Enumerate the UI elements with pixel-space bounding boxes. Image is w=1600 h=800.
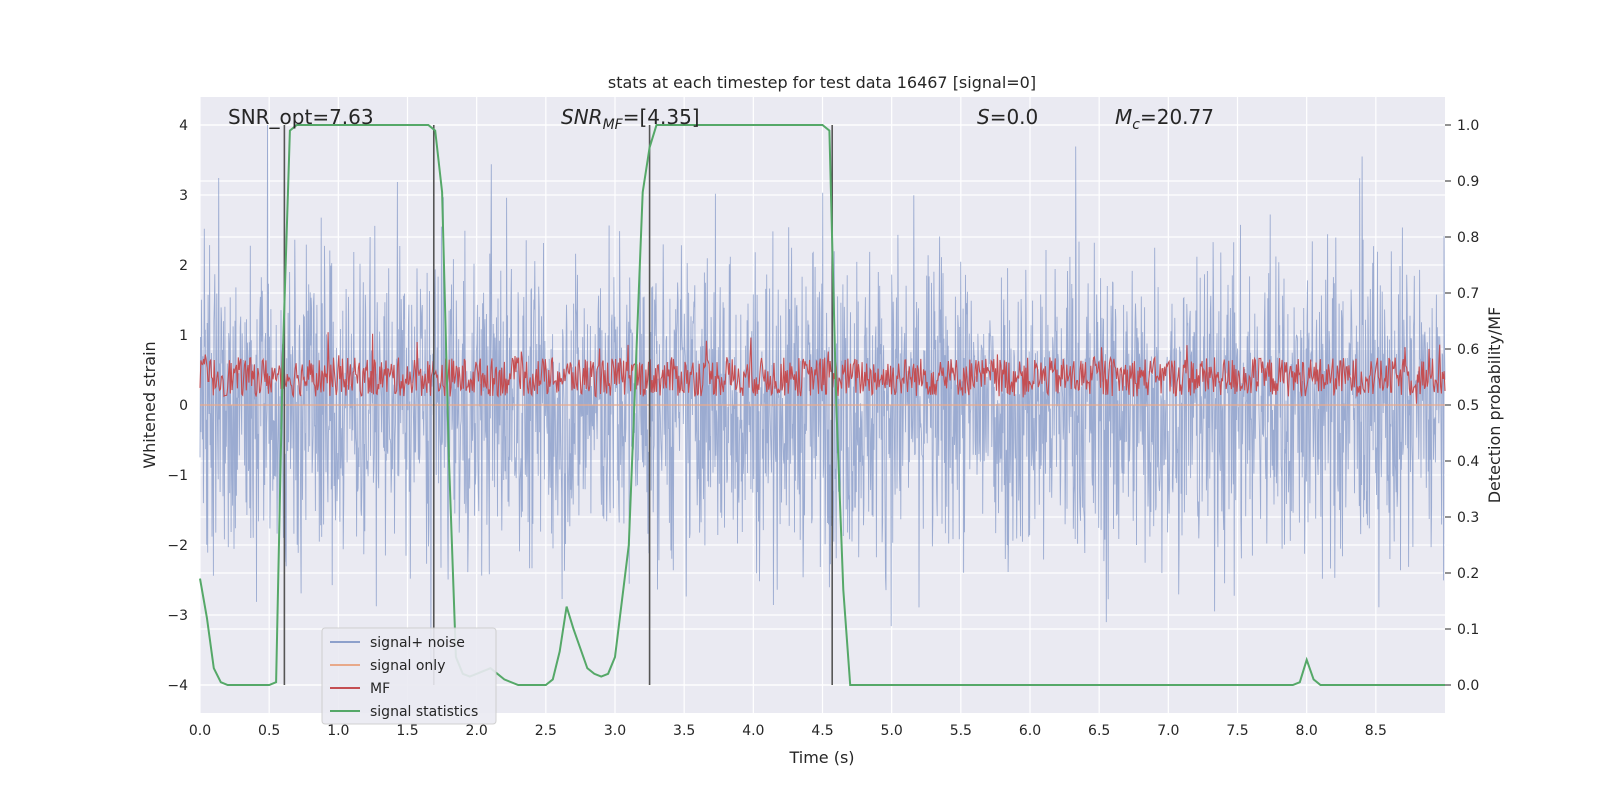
detection-markers — [283, 125, 833, 685]
mf-series — [199, 332, 1446, 404]
x-tick-label-17: 8.5 — [1365, 723, 1387, 739]
x-tick-label-0: 0.0 — [189, 723, 211, 739]
y-right-axis-ticks: 0.0 0.1 0.2 0.3 0.4 0.5 0.6 0.7 0.8 0.9 1.0 — [1445, 118, 1479, 694]
y-left-tick-label-3: −1 — [167, 468, 188, 484]
x-axis-ticks: 0.0 0.5 1.0 1.5 2.0 2.5 3.0 3.5 4.0 4.5 5.0 5.5 6.0 6… — [189, 723, 1387, 739]
y-left-tick-label-5: 1 — [179, 328, 188, 344]
y-right-tick-label-8: 0.8 — [1457, 230, 1479, 246]
y-right-tick-label-3: 0.3 — [1457, 510, 1479, 526]
signal-statistics-series — [199, 124, 1445, 686]
y-right-tick-label-9: 0.9 — [1457, 174, 1479, 190]
x-tick-label-3: 1.5 — [396, 723, 418, 739]
y-left-tick-label-7: 3 — [179, 188, 188, 204]
y-left-tick-label-4: 0 — [179, 398, 188, 414]
annotation-s: S=0.0 — [977, 105, 1038, 129]
y-right-tick-label-10: 1.0 — [1457, 118, 1479, 134]
y-left-tick-label-2: −2 — [167, 538, 188, 554]
y-right-tick-label-1: 0.1 — [1457, 622, 1479, 638]
x-tick-label-11: 5.5 — [950, 723, 972, 739]
x-tick-label-5: 2.5 — [535, 723, 557, 739]
annotation-mc: Mc=20.77 — [1115, 105, 1214, 133]
signal-statistics-line — [199, 124, 1445, 686]
legend-label-signal-noise: signal+ noise — [370, 635, 465, 651]
x-tick-label-9: 4.5 — [811, 723, 833, 739]
y-left-axis-ticks: −4 −3 −2 −1 0 1 2 3 4 — [167, 118, 188, 694]
x-axis-label: Time (s) — [788, 748, 854, 767]
y-right-tick-label-7: 0.7 — [1457, 286, 1479, 302]
y-right-tick-label-2: 0.2 — [1457, 566, 1479, 582]
y-left-tick-label-0: −4 — [167, 678, 188, 694]
y-left-tick-label-8: 4 — [179, 118, 188, 134]
legend-label-mf: MF — [370, 681, 390, 697]
x-tick-label-2: 1.0 — [327, 723, 349, 739]
y-right-tick-label-4: 0.4 — [1457, 454, 1479, 470]
annotation-snr-mf: SNRMF=[4.35] — [561, 105, 700, 133]
x-tick-label-15: 7.5 — [1226, 723, 1248, 739]
y-left-axis-label: Whitened strain — [140, 341, 159, 468]
chart-title: stats at each timestep for test data 164… — [608, 73, 1036, 92]
mf-line — [199, 332, 1446, 404]
legend-box — [321, 627, 497, 725]
x-tick-label-10: 5.0 — [881, 723, 903, 739]
x-tick-label-13: 6.5 — [1088, 723, 1110, 739]
x-tick-label-4: 2.0 — [466, 723, 488, 739]
y-right-tick-label-5: 0.5 — [1457, 398, 1479, 414]
y-right-tick-label-0: 0.0 — [1457, 678, 1479, 694]
y-left-tick-label-1: −3 — [167, 608, 188, 624]
x-tick-label-16: 8.0 — [1296, 723, 1318, 739]
legend-label-signal-only: signal only — [370, 658, 445, 674]
x-tick-label-8: 4.0 — [742, 723, 764, 739]
x-tick-label-6: 3.0 — [604, 723, 626, 739]
x-tick-label-14: 7.0 — [1157, 723, 1179, 739]
legend-label-signal-statistics: signal statistics — [370, 704, 478, 720]
x-tick-label-7: 3.5 — [673, 723, 695, 739]
legend: signal+ noise signal only MF signal stat… — [321, 627, 497, 725]
y-right-tick-label-6: 0.6 — [1457, 342, 1479, 358]
x-tick-label-12: 6.0 — [1019, 723, 1041, 739]
x-tick-label-1: 0.5 — [258, 723, 280, 739]
annotation-snr-opt: SNR_opt=7.63 — [228, 105, 374, 129]
y-left-tick-label-6: 2 — [179, 258, 188, 274]
y-right-axis-label: Detection probability/MF — [1485, 307, 1504, 504]
